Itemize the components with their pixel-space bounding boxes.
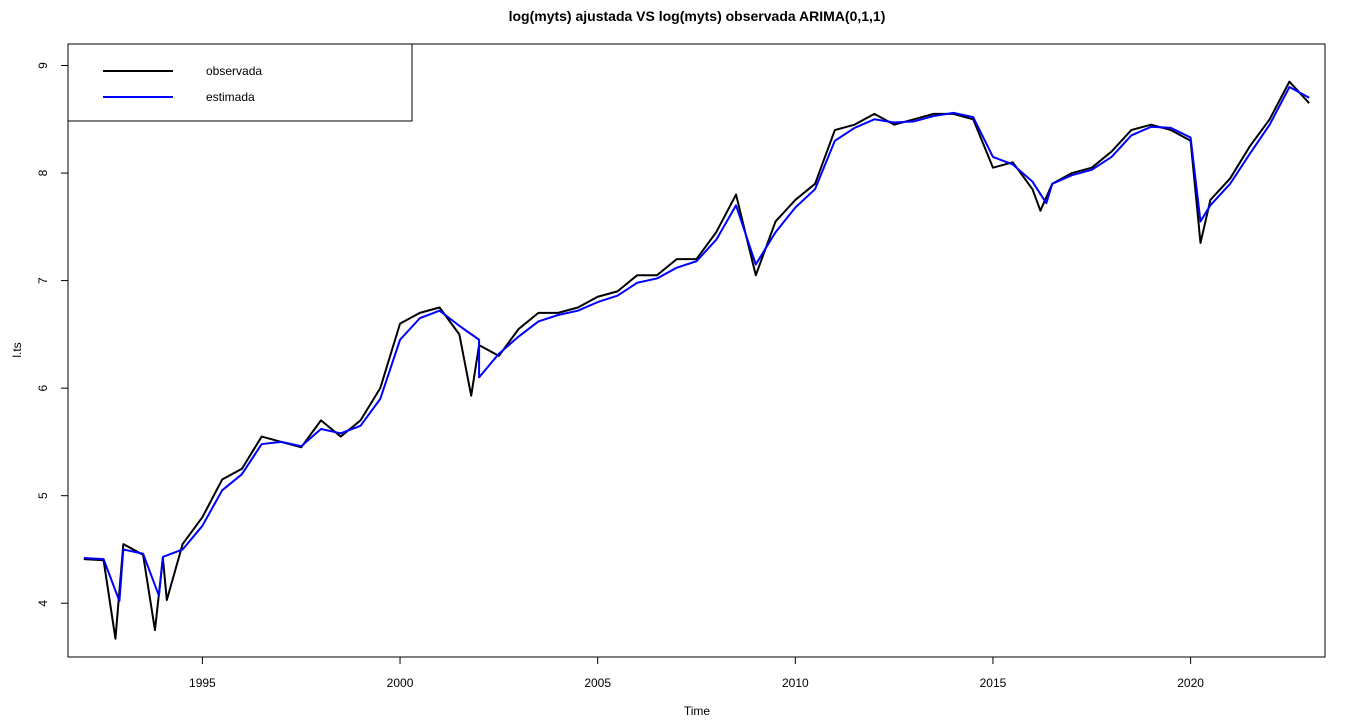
y-tick-label: 9 [36,62,50,69]
y-tick-label: 6 [36,384,50,391]
series-line-estimada [83,86,1310,603]
x-tick-label: 2010 [782,676,809,690]
legend: observada estimada [67,43,413,122]
chart-title: log(myts) ajustada VS log(myts) observad… [509,8,886,24]
x-tick-label: 2005 [584,676,611,690]
plot-area [83,80,1310,640]
y-tick-label: 5 [36,492,50,499]
x-tick-label: 2000 [387,676,414,690]
x-tick-label: 1995 [189,676,216,690]
x-tick-label: 2015 [980,676,1007,690]
y-tick-label: 7 [36,277,50,284]
x-axis: 1995 2000 2005 2010 2015 2020 [189,656,1204,690]
y-axis-label: l.ts [10,342,24,357]
y-tick-label: 8 [36,169,50,176]
legend-label-estimada: estimada [206,90,255,104]
y-tick-label: 4 [36,600,50,607]
x-axis-label: Time [684,704,711,718]
series-line-observada [83,80,1310,640]
x-tick-label: 2020 [1177,676,1204,690]
legend-box [67,43,413,122]
y-axis: 4 5 6 7 8 9 [36,62,69,607]
legend-label-observada: observada [206,64,262,78]
